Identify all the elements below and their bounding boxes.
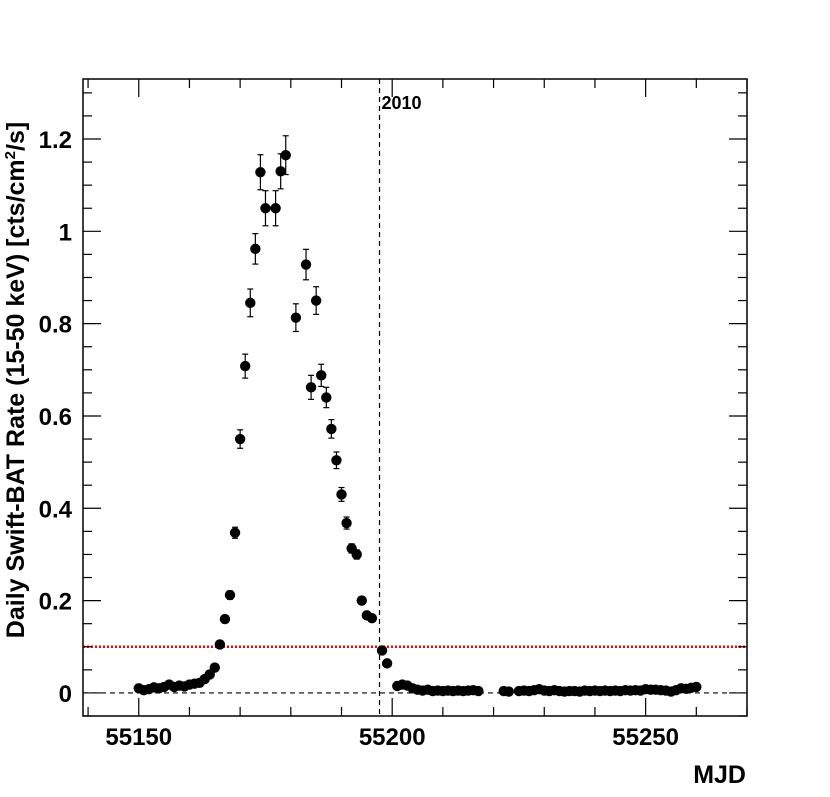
y-tick-label: 1.2 [39,127,72,154]
data-point [234,429,246,449]
data-point [503,686,514,697]
y-axis-title-main: Daily Swift-BAT Rate (15-50 keV) [cts/cm [2,159,30,638]
data-marker [376,645,388,656]
data-point [310,286,322,316]
data-marker [229,527,241,538]
data-marker [255,167,266,178]
x-tick-label: 55250 [612,724,679,751]
data-marker [270,203,281,214]
data-point [290,303,302,333]
data-marker [691,681,702,693]
data-marker [473,685,484,697]
data-marker [239,360,251,372]
data-point [321,386,332,409]
data-point [224,589,236,601]
y-tick-label: 0 [59,681,72,708]
plot-frame [82,78,748,717]
data-point [351,549,362,560]
data-point [341,516,352,530]
y-axis-title-end: /s] [2,122,30,151]
year-annotation: 2010 [382,93,422,113]
data-point [300,248,312,281]
data-marker [316,370,327,381]
y-tick-label: 0.2 [39,589,72,616]
data-marker [503,686,514,697]
data-marker [381,658,393,669]
data-marker [290,312,302,323]
axis-ticks [83,79,748,717]
data-point [239,353,251,379]
data-point [245,288,256,318]
data-point [219,613,231,625]
data-marker [366,612,378,624]
y-tick-label: 0.4 [39,496,73,523]
data-point [356,595,367,606]
y-axis-title-sup: 2 [2,151,19,159]
data-point [376,645,388,656]
data-marker [245,297,256,309]
data-marker [234,433,246,445]
x-tick-label: 55200 [359,724,426,751]
data-marker [280,149,291,161]
y-tick-label: 1 [59,219,72,246]
data-point [270,190,281,227]
data-marker [331,455,342,466]
reference-lines [83,79,747,716]
data-point [209,662,220,673]
data-point [275,153,286,190]
data-point [326,419,337,439]
y-tick-label: 0.6 [39,404,72,431]
data-point [381,658,393,669]
data-marker [321,392,332,403]
data-marker [260,203,271,214]
y-axis-title: Daily Swift-BAT Rate (15-50 keV) [cts/cm… [2,122,30,638]
data-marker [250,243,261,255]
data-point [280,135,291,176]
data-marker [305,382,317,393]
data-marker [219,613,231,625]
y-tick-label: 0.8 [39,312,72,339]
data-point [331,451,342,470]
data-point [305,374,317,400]
data-marker [351,549,362,560]
data-marker [326,423,337,435]
tick-labels: 55150 55200 55250 0 0.2 0.4 0.6 0.8 1 1.2 [39,127,679,751]
data-marker [310,295,322,306]
data-point [473,685,484,697]
data-point [255,154,266,191]
data-marker [341,517,352,529]
data-point [366,612,378,624]
data-point [214,639,226,650]
data-marker [356,595,367,606]
data-point [691,681,702,693]
annotations: 2010 [382,93,422,113]
data-marker [209,662,220,673]
data-marker [300,259,312,270]
data-point [316,363,327,388]
data-marker [224,589,236,601]
data-points [133,135,702,697]
data-point [250,233,261,265]
data-point [260,190,271,227]
data-point [336,486,347,502]
data-point [229,526,241,539]
data-marker [275,166,286,177]
data-marker [336,489,347,500]
data-marker [214,639,226,650]
x-axis-title: MJD [693,761,746,789]
x-tick-label: 55150 [105,724,172,751]
